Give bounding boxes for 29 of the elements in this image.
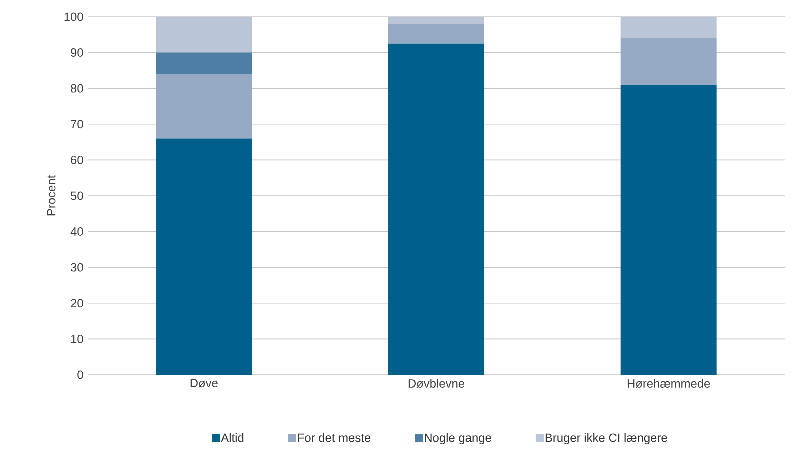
y-tick-label: 50: [71, 192, 84, 200]
y-tick-label: 10: [71, 334, 84, 344]
y-tick-label: 100: [64, 12, 84, 22]
y-tick-label: 80: [71, 84, 84, 93]
legend-label: Nogle gange: [425, 433, 492, 445]
y-tick-label: 90: [71, 48, 84, 58]
bar: [156, 138, 252, 375]
y-tick-label: 30: [70, 263, 84, 272]
y-tick-label: 40: [70, 228, 84, 236]
y-tick-label: 70: [71, 120, 84, 129]
bar: [388, 44, 485, 375]
bar: [156, 74, 252, 139]
bar: [156, 52, 252, 74]
y-tick-label: 20: [71, 299, 84, 308]
bar: [620, 38, 717, 86]
legend-label: For det meste: [298, 433, 371, 442]
y-tick-label: 0: [78, 370, 84, 380]
x-tick-label: Døve: [190, 379, 218, 388]
legend-label: Altid: [221, 433, 244, 442]
bar: [156, 16, 252, 53]
bar: [388, 24, 485, 44]
bar: [620, 85, 717, 375]
x-tick-label: Hørehæmmede: [628, 379, 710, 388]
bar: [620, 16, 717, 38]
x-tick-label: Døvblevne: [408, 379, 465, 388]
bar: [388, 16, 485, 24]
y-tick-label: 60: [71, 156, 84, 164]
legend-label: Bruger ikke CI længere: [546, 433, 668, 445]
y-axis-title: Procent: [47, 175, 56, 216]
